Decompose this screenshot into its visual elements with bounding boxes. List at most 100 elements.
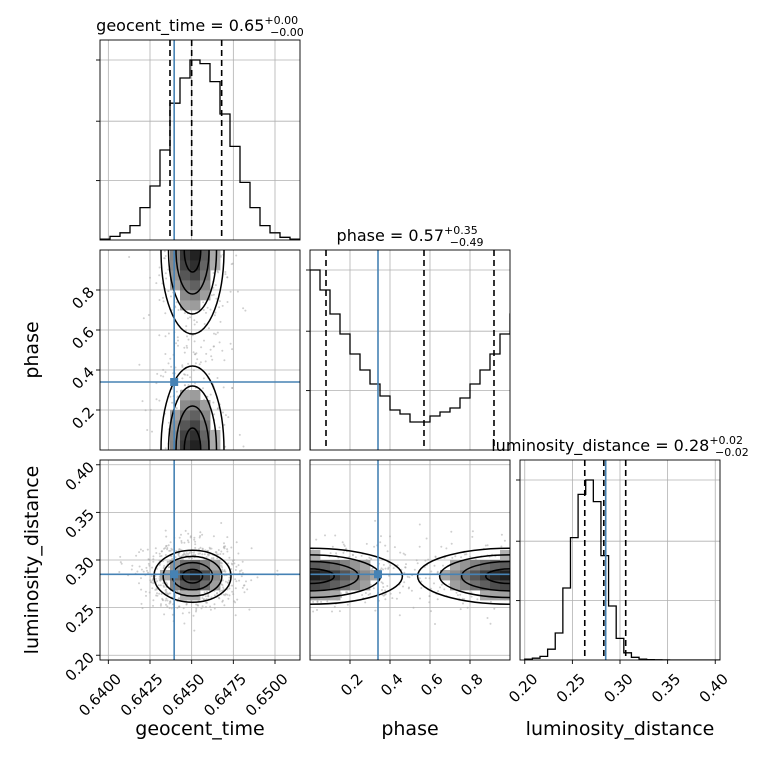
scatter-point [141, 400, 144, 403]
y-tick-label: 0.6 [68, 323, 98, 353]
scatter-point [462, 602, 464, 605]
density-cell [330, 590, 341, 601]
scatter-point [443, 588, 446, 591]
scatter-point [221, 599, 224, 602]
density-cell [170, 270, 181, 281]
hist-panel-geocent_time: geocent_time = 0.65+0.00 −0.00 [96, 14, 304, 241]
scatter-point [384, 544, 387, 547]
scatter-point [425, 537, 428, 540]
scatter-point [471, 530, 474, 533]
scatter-point [192, 351, 195, 354]
density-cell [210, 440, 221, 450]
scatter-point [162, 582, 165, 585]
density-cell [440, 570, 451, 581]
panel-title: luminosity_distance = 0.28+0.02 −0.02 [491, 434, 749, 459]
scatter-point [389, 592, 392, 595]
scatter-point [387, 566, 390, 569]
scatter-point [146, 569, 148, 572]
density-cell [490, 570, 501, 581]
scatter-point [138, 565, 141, 568]
scatter-point [177, 339, 179, 342]
scatter-point [184, 384, 187, 387]
x-tick-label: 0.4 [377, 670, 407, 700]
density-cell [310, 570, 321, 581]
x-tick-label: 0.2 [337, 670, 367, 700]
scatter-point [418, 577, 421, 580]
scatter-point [147, 571, 149, 574]
scatter-point [160, 593, 163, 595]
scatter-point [418, 523, 421, 526]
panel-title: phase = 0.57+0.35 −0.49 [337, 224, 484, 249]
scatter-point [170, 365, 173, 368]
scatter-point [169, 541, 172, 544]
panel-title: geocent_time = 0.65+0.00 −0.00 [96, 14, 304, 39]
contour-line [438, 554, 510, 599]
scatter-point [181, 364, 184, 367]
y-tick-label: 0.8 [68, 283, 98, 313]
scatter-point [191, 557, 194, 559]
scatter-point [226, 276, 229, 279]
scatter-point [175, 390, 178, 393]
scatter-point [232, 559, 235, 562]
scatter-point [410, 589, 413, 592]
scatter-point [372, 587, 375, 590]
scatter-point [199, 531, 202, 534]
scatter-point [208, 373, 211, 375]
density-cell [480, 590, 491, 601]
scatter-point [181, 377, 184, 380]
density-cell [350, 570, 361, 581]
scatter-point [177, 597, 180, 600]
scatter-point [185, 325, 188, 328]
scatter-point [231, 584, 234, 587]
x-tick-label: 0.40 [696, 670, 732, 706]
scatter-point [193, 538, 196, 541]
scatter-point [221, 304, 224, 307]
scatter-point [213, 332, 215, 335]
scatter-point [185, 552, 188, 555]
scatter-point [412, 606, 415, 609]
panel-frame [99, 39, 301, 241]
scatter-point [187, 552, 190, 555]
scatter-point [218, 300, 221, 303]
scatter-point [404, 553, 407, 556]
scatter-point [158, 266, 161, 269]
x-tick-label: 0.6450 [159, 670, 209, 720]
scatter-point [154, 577, 157, 580]
density-cell [180, 570, 191, 581]
density-cell [190, 390, 201, 401]
scatter-point [169, 601, 172, 604]
scatter-point [149, 579, 152, 582]
y-tick-label: 0.35 [62, 506, 98, 542]
scatter-point [408, 586, 410, 589]
scatter-point [224, 580, 227, 583]
scatter-point [164, 335, 167, 338]
scatter-point [128, 256, 131, 258]
scatter-point [175, 550, 178, 553]
scatter-point [331, 610, 333, 613]
contour-line [160, 365, 225, 450]
x-tick-label: 0.6425 [117, 670, 167, 720]
scatter-point [195, 609, 198, 611]
scatter-point [228, 576, 231, 579]
scatter-point [221, 566, 224, 569]
scatter-point [156, 580, 158, 583]
density-cell [350, 580, 361, 591]
density-cell [190, 260, 201, 271]
scatter-point [193, 536, 196, 539]
scatter-point [160, 603, 162, 606]
scatter-point [144, 409, 147, 412]
scatter-point [198, 548, 200, 551]
scatter-point [428, 595, 431, 598]
scatter-point [209, 547, 212, 550]
scatter-point [430, 570, 433, 573]
density-cell [190, 420, 201, 431]
scatter-point [212, 535, 215, 538]
scatter-point [152, 599, 155, 602]
scatter-point [187, 338, 190, 341]
density-cell [170, 580, 181, 591]
scatter-point [455, 591, 458, 594]
scatter-point [186, 374, 189, 377]
scatter-point [346, 603, 349, 606]
scatter-point [165, 597, 168, 600]
scatter-point [340, 596, 343, 599]
